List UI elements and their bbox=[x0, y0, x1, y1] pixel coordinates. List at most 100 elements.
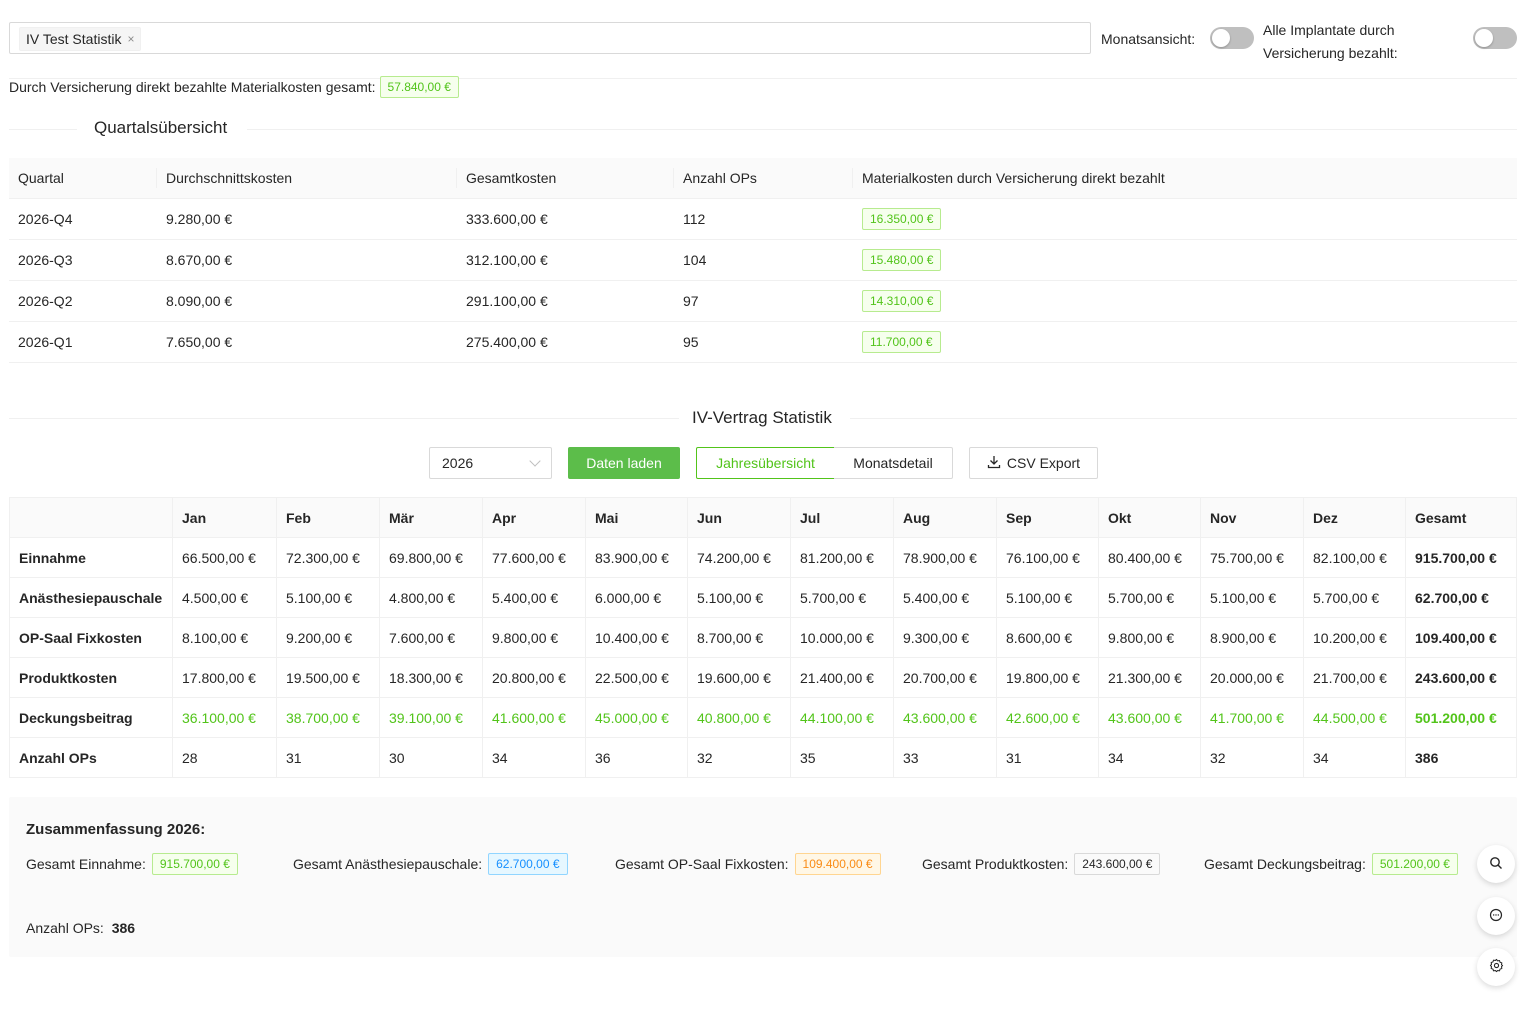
cell-total: 386 bbox=[1405, 737, 1517, 778]
cell-total: 915.700,00 € bbox=[1405, 537, 1517, 578]
cell-month-value: 5.100,00 € bbox=[996, 577, 1099, 618]
tab-yearly-overview[interactable]: Jahresübersicht bbox=[696, 447, 835, 479]
monthly-view-switch[interactable] bbox=[1210, 27, 1254, 49]
cell-total: 243.600,00 € bbox=[1405, 657, 1517, 698]
year-select[interactable]: 2026 bbox=[429, 447, 552, 479]
cell-month-value: 36 bbox=[585, 737, 688, 778]
cell-month-value: 4.800,00 € bbox=[379, 577, 483, 618]
cell-month-value: 17.800,00 € bbox=[172, 657, 277, 698]
cell-op-count: 104 bbox=[674, 239, 853, 281]
cell-total-cost: 333.600,00 € bbox=[457, 198, 674, 240]
cell-month-value: 28 bbox=[172, 737, 277, 778]
cell-op-count: 95 bbox=[674, 321, 853, 363]
row-label: Deckungsbeitrag bbox=[9, 697, 173, 738]
material-cost-tag: 16.350,00 € bbox=[862, 208, 942, 230]
column-header: Apr bbox=[482, 497, 586, 538]
row-op-count: Anzahl OPs 28 31 30 34 36 32 35 33 31 34 32 34 386 bbox=[9, 737, 1517, 778]
cell-month-value: 10.400,00 € bbox=[585, 617, 688, 658]
cell-month-value: 39.100,00 € bbox=[379, 697, 483, 738]
float-search-button[interactable] bbox=[1477, 845, 1515, 883]
cell-month-value: 30 bbox=[379, 737, 483, 778]
row-label: Anzahl OPs bbox=[9, 737, 173, 778]
selected-tag-label: IV Test Statistik bbox=[26, 31, 122, 47]
cell-total: 109.400,00 € bbox=[1405, 617, 1517, 658]
cell-month-value: 19.500,00 € bbox=[276, 657, 380, 698]
material-cost-tag: 11.700,00 € bbox=[862, 331, 941, 353]
cell-month-value: 44.500,00 € bbox=[1303, 697, 1406, 738]
download-icon bbox=[987, 449, 1001, 479]
year-select-value: 2026 bbox=[442, 455, 474, 471]
tag-close-icon[interactable]: × bbox=[127, 32, 135, 46]
summary-title: Zusammenfassung 2026: bbox=[26, 821, 206, 838]
iv-title: IV-Vertrag Statistik bbox=[692, 408, 832, 427]
cell-month-value: 8.600,00 € bbox=[996, 617, 1099, 658]
cell-quarter: 2026-Q1 bbox=[9, 321, 157, 363]
summary-op-label: Anzahl OPs: bbox=[26, 920, 104, 936]
monthly-table: Jan Feb Mär Apr Mai Jun Jul Aug Sep Okt … bbox=[9, 497, 1517, 778]
cell-month-value: 21.300,00 € bbox=[1098, 657, 1201, 698]
cell-total-cost: 275.400,00 € bbox=[457, 321, 674, 363]
chat-icon bbox=[1489, 908, 1503, 925]
csv-export-button[interactable]: CSV Export bbox=[969, 447, 1098, 479]
column-header: Feb bbox=[276, 497, 380, 538]
cell-month-value: 80.400,00 € bbox=[1098, 537, 1201, 578]
cell-month-value: 40.800,00 € bbox=[687, 697, 791, 738]
statistic-select[interactable]: IV Test Statistik × bbox=[9, 22, 1091, 54]
all-implants-switch[interactable] bbox=[1473, 27, 1517, 49]
row-label: Produktkosten bbox=[9, 657, 173, 698]
cell-material-cost: 16.350,00 € bbox=[853, 198, 1517, 240]
summary-value: 501.200,00 € bbox=[1371, 853, 1458, 875]
cell-month-value: 76.100,00 € bbox=[996, 537, 1099, 578]
column-header: Durchschnittskosten bbox=[157, 158, 457, 199]
cell-month-value: 31 bbox=[276, 737, 380, 778]
summary-revenue: Gesamt Einnahme: 915.700,00 € bbox=[26, 852, 238, 876]
cell-month-value: 9.800,00 € bbox=[1098, 617, 1201, 658]
cell-month-value: 7.600,00 € bbox=[379, 617, 483, 658]
column-header: Sep bbox=[996, 497, 1099, 538]
cell-avg-cost: 9.280,00 € bbox=[157, 198, 457, 240]
cell-month-value: 75.700,00 € bbox=[1200, 537, 1304, 578]
cell-month-value: 32 bbox=[687, 737, 791, 778]
cell-month-value: 8.100,00 € bbox=[172, 617, 277, 658]
cell-month-value: 20.000,00 € bbox=[1200, 657, 1304, 698]
quarterly-table: Quartal Durchschnittskosten Gesamtkosten… bbox=[9, 158, 1517, 363]
summary-contribution-margin: Gesamt Deckungsbeitrag: 501.200,00 € bbox=[1204, 852, 1458, 876]
cell-month-value: 33 bbox=[893, 737, 997, 778]
table-row: 2026-Q2 8.090,00 € 291.100,00 € 97 14.31… bbox=[9, 280, 1517, 322]
cell-month-value: 5.100,00 € bbox=[276, 577, 380, 618]
cell-quarter: 2026-Q2 bbox=[9, 280, 157, 322]
cell-month-value: 42.600,00 € bbox=[996, 697, 1099, 738]
search-icon bbox=[1489, 856, 1503, 873]
column-header: Materialkosten durch Versicherung direkt… bbox=[853, 158, 1517, 199]
summary-op-count: Anzahl OPs: 386 bbox=[26, 920, 135, 936]
float-chat-button[interactable] bbox=[1477, 897, 1515, 935]
summary-or-fixed-costs: Gesamt OP-Saal Fixkosten: 109.400,00 € bbox=[615, 852, 881, 876]
row-product-costs: Produktkosten 17.800,00 €19.500,00 €18.30… bbox=[9, 657, 1517, 698]
material-total-label: Durch Versicherung direkt bezahlte Mater… bbox=[9, 79, 376, 95]
table-row: 2026-Q4 9.280,00 € 333.600,00 € 112 16.3… bbox=[9, 198, 1517, 240]
cell-month-value: 21.700,00 € bbox=[1303, 657, 1406, 698]
cell-month-value: 34 bbox=[1098, 737, 1201, 778]
divider bbox=[850, 418, 1517, 419]
load-data-button[interactable]: Daten laden bbox=[568, 447, 680, 479]
tab-monthly-detail[interactable]: Monatsdetail bbox=[834, 447, 953, 479]
cell-month-value: 5.400,00 € bbox=[482, 577, 586, 618]
float-settings-button[interactable] bbox=[1477, 948, 1515, 986]
cell-avg-cost: 8.090,00 € bbox=[157, 280, 457, 322]
summary-label: Gesamt Produktkosten: bbox=[922, 856, 1069, 872]
row-contribution-margin: Deckungsbeitrag 36.100,00 €38.700,00 €39.… bbox=[9, 697, 1517, 738]
row-anesthesia: Anästhesiepauschale 4.500,00 €5.100,00 €4… bbox=[9, 577, 1517, 618]
cell-month-value: 6.000,00 € bbox=[585, 577, 688, 618]
all-implants-label: Alle Implantate durch Versicherung bezah… bbox=[1263, 19, 1398, 65]
cell-avg-cost: 7.650,00 € bbox=[157, 321, 457, 363]
all-implants-label-line1: Alle Implantate durch bbox=[1263, 22, 1395, 38]
cell-month-value: 5.700,00 € bbox=[790, 577, 894, 618]
cell-month-value: 77.600,00 € bbox=[482, 537, 586, 578]
cell-month-value: 83.900,00 € bbox=[585, 537, 688, 578]
all-implants-label-line2: Versicherung bezahlt: bbox=[1263, 45, 1398, 61]
row-label: Einnahme bbox=[9, 537, 173, 578]
summary-value: 62.700,00 € bbox=[488, 853, 568, 875]
cell-month-value: 41.600,00 € bbox=[482, 697, 586, 738]
monthly-view-label: Monatsansicht: bbox=[1101, 31, 1196, 47]
cell-month-value: 31 bbox=[996, 737, 1099, 778]
